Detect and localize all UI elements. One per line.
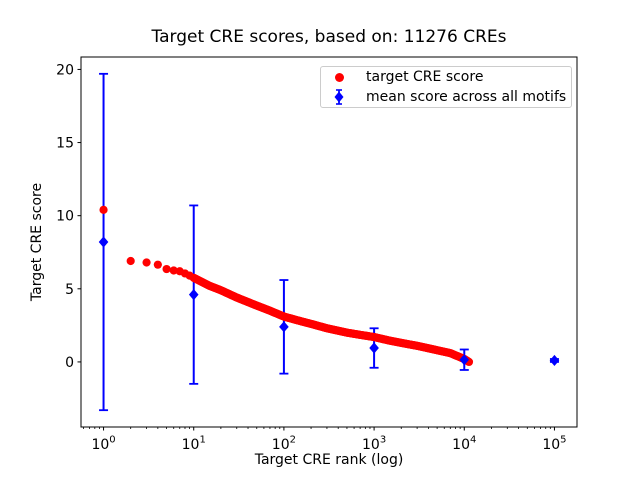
svg-text:102: 102	[272, 435, 296, 454]
x-axis-minor-ticks	[83, 427, 551, 429]
svg-text:0: 0	[65, 355, 74, 371]
legend: target CRE score mean score across all m…	[320, 66, 572, 108]
chart-title: Target CRE scores, based on: 11276 CREs	[151, 27, 507, 47]
y-axis-label: Target CRE score	[29, 182, 45, 302]
svg-text:20: 20	[56, 62, 74, 78]
y-axis-ticks	[77, 68, 81, 363]
y-axis-tick-labels: 0 5 10 15 20	[56, 62, 74, 370]
legend-entry-mean-score: mean score across all motifs	[321, 87, 571, 107]
mean-score-markers	[98, 72, 560, 412]
legend-label: target CRE score	[366, 69, 484, 85]
axes-spines	[80, 56, 578, 428]
svg-text:105: 105	[542, 435, 566, 454]
x-axis-ticks	[103, 427, 555, 431]
svg-text:101: 101	[182, 435, 206, 454]
x-axis-label: Target CRE rank (log)	[254, 452, 404, 468]
x-axis-tick-labels: 100 101 102 103 104 105	[91, 435, 566, 454]
legend-label: mean score across all motifs	[366, 89, 567, 105]
legend-entry-target-cre-score: target CRE score	[321, 67, 571, 87]
svg-text:100: 100	[91, 435, 115, 454]
svg-text:5: 5	[65, 282, 74, 298]
legend-red-dot-icon	[321, 72, 357, 82]
target-cre-score-points	[99, 205, 474, 367]
svg-text:15: 15	[56, 136, 74, 152]
svg-text:10: 10	[56, 209, 74, 225]
mean-errorbar-lines	[102, 73, 556, 411]
svg-text:104: 104	[452, 435, 476, 454]
svg-text:103: 103	[362, 435, 386, 454]
legend-blue-diamond-icon	[321, 88, 357, 106]
